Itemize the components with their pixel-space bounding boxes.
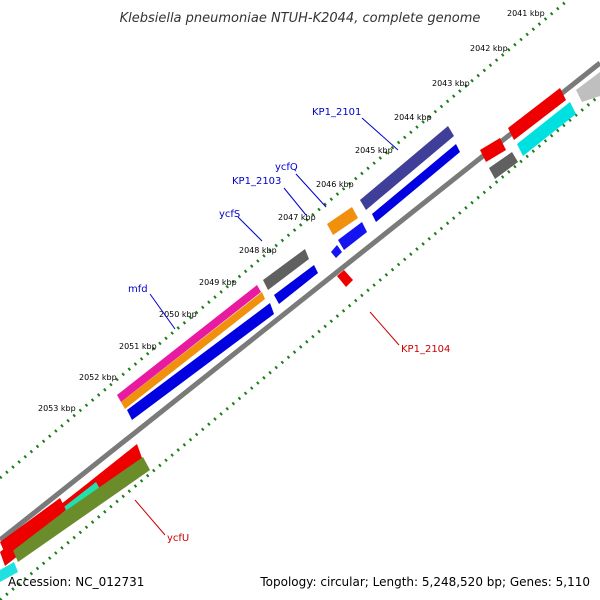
gene-cyan-2041[interactable] — [517, 102, 576, 156]
gene-red-2041[interactable] — [508, 88, 566, 140]
tick-label: 2053 kbp — [38, 404, 76, 413]
gene-label[interactable]: ycfS — [219, 209, 240, 220]
leader-kp1-2103 — [283, 187, 307, 216]
gene-label[interactable]: ycfQ — [275, 162, 298, 173]
tick-label: 2046 kbp — [316, 180, 354, 189]
genome-summary: Topology: circular; Length: 5,248,520 bp… — [259, 575, 590, 589]
gene-gray-2041[interactable] — [576, 72, 600, 102]
leader-kp1-2104 — [369, 311, 400, 346]
gene-label[interactable]: KP1_2103 — [232, 176, 281, 187]
inner-strand-genes — [0, 270, 353, 582]
gene-blue-2048[interactable] — [274, 265, 318, 304]
tick-label: 2049 kbp — [199, 278, 237, 287]
tick-label: 2050 kbp — [159, 310, 197, 319]
tick-label: 2047 kbp — [278, 213, 316, 222]
tick-label: 2051 kbp — [119, 342, 157, 351]
tick-label: 2041 kbp — [507, 9, 545, 18]
gene-kp1-2104[interactable] — [337, 270, 353, 287]
gene-cyan-corner[interactable] — [0, 562, 18, 582]
tick-label: 2043 kbp — [432, 79, 470, 88]
tick-labels: 2041 kbp 2042 kbp 2043 kbp 2044 kbp 2045… — [38, 9, 545, 413]
tick-label: 2048 kbp — [239, 246, 277, 255]
gene-red-2042[interactable] — [480, 138, 506, 162]
gene-mfd-pink[interactable] — [117, 285, 261, 402]
gene-blue-2045[interactable] — [372, 144, 460, 222]
gene-label[interactable]: KP1_2104 — [401, 344, 450, 355]
outer-strand-genes — [117, 72, 600, 420]
gene-labels: KP1_2101 ycfQ KP1_2103 ycfS mfd KP1_2104… — [128, 107, 450, 544]
inner-dotted-ring — [0, 93, 600, 600]
leader-ycfq — [295, 173, 327, 208]
gene-mfd-orange[interactable] — [121, 292, 265, 409]
genome-backbone — [0, 61, 600, 542]
gene-label[interactable]: KP1_2101 — [312, 107, 361, 118]
leader-kp1-2101 — [361, 117, 399, 151]
gene-ycfq[interactable] — [327, 207, 358, 235]
tick-label: 2052 kbp — [79, 373, 117, 382]
accession-text: Accession: NC_012731 — [8, 575, 144, 589]
tick-label: 2044 kbp — [394, 113, 432, 122]
outer-dotted-ring — [0, 0, 569, 480]
gene-gray-2042[interactable] — [489, 152, 518, 179]
gene-small-blue[interactable] — [331, 245, 342, 258]
leader-ycfu — [134, 499, 166, 536]
gene-ycfs[interactable] — [263, 249, 309, 290]
map-title: Klebsiella pneumoniae NTUH-K2044, comple… — [120, 11, 481, 26]
gene-label[interactable]: mfd — [128, 284, 148, 295]
tick-label: 2042 kbp — [470, 44, 508, 53]
leader-mfd — [149, 293, 176, 330]
tick-label: 2045 kbp — [355, 146, 393, 155]
gene-ycfu[interactable] — [12, 457, 150, 562]
gene-kp1-2103[interactable] — [338, 222, 367, 250]
leader-ycfs — [237, 216, 263, 242]
gene-label[interactable]: ycfU — [167, 533, 189, 544]
label-leaders — [134, 117, 400, 536]
gene-mfd-blue[interactable] — [127, 303, 274, 420]
gene-red-lower-2[interactable] — [0, 498, 66, 556]
gene-kp1-2101[interactable] — [360, 126, 454, 210]
